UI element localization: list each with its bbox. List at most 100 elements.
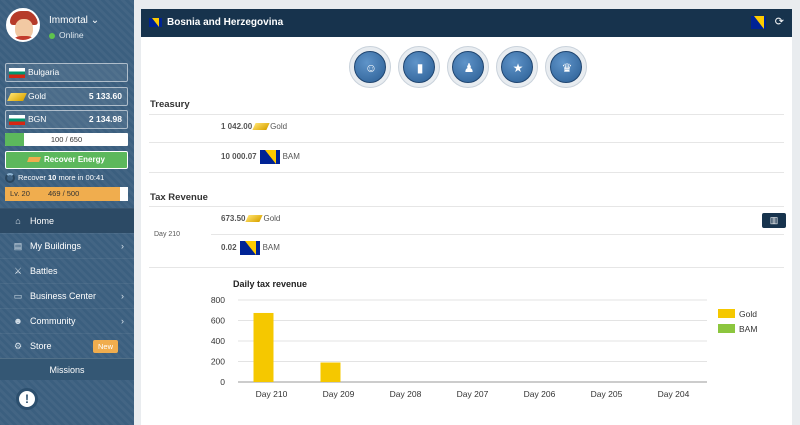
politics-button[interactable]: ♟ xyxy=(447,46,489,88)
country-header: Bosnia and Herzegovina ⟳ xyxy=(141,9,792,37)
bar-gold xyxy=(253,312,274,382)
treasury-gold-amount: 1 042.00 xyxy=(221,122,253,131)
x-tick-label: Day 205 xyxy=(591,389,623,399)
citizens-button[interactable]: ☺ xyxy=(349,46,391,88)
page-title: Bosnia and Herzegovina xyxy=(167,17,284,28)
tax-bam-amount: 0.02 xyxy=(221,243,237,253)
gold-icon xyxy=(7,92,27,101)
gold-amount: 5 133.60 xyxy=(88,91,122,101)
cart-icon: ▭ xyxy=(13,291,23,301)
podium-icon: ♟ xyxy=(463,61,475,75)
currency-amount: 2 134.98 xyxy=(88,114,122,124)
nav-label: Battles xyxy=(30,266,58,276)
nav-label: My Buildings xyxy=(30,241,82,251)
currency-box[interactable]: BGN 2 134.98 xyxy=(5,110,128,129)
nav-my-buildings[interactable]: ▤ My Buildings › xyxy=(0,233,134,258)
missions-button[interactable]: Missions xyxy=(0,358,134,380)
chart-title: Daily tax revenue xyxy=(233,279,307,289)
bar-chart-icon: ▥ xyxy=(769,215,779,225)
tax-revenue-title: Tax Revenue xyxy=(150,192,208,203)
swords-icon: ⚔ xyxy=(13,266,23,276)
nav-label: Business Center xyxy=(30,291,97,301)
country-box[interactable]: Bulgaria xyxy=(5,63,128,82)
treasury-gold: 1 042.00 Gold xyxy=(221,122,287,131)
avatar[interactable] xyxy=(6,8,40,42)
users-icon: ☻ xyxy=(13,316,23,326)
nav-store[interactable]: ⚙ Store New xyxy=(0,333,134,358)
currency-label: BGN xyxy=(28,114,47,124)
home-icon: ⌂ xyxy=(15,216,21,226)
y-tick-label: 600 xyxy=(211,316,225,326)
nav-business-center[interactable]: ▭ Business Center › xyxy=(0,283,134,308)
gold-box[interactable]: Gold 5 133.60 xyxy=(5,87,128,106)
bosnia-flag-icon xyxy=(239,241,260,255)
x-tick-label: Day 206 xyxy=(524,389,556,399)
x-tick-label: Day 209 xyxy=(323,389,355,399)
chart-toggle-button[interactable]: ▥ xyxy=(762,213,786,228)
economy-button[interactable]: ▮ xyxy=(398,46,440,88)
country-name: Bulgaria xyxy=(28,67,60,77)
bosnia-flag-icon xyxy=(149,18,162,27)
xp-bar: Lv. 20 469 / 500 xyxy=(5,187,128,201)
energy-bar: 100 / 650 xyxy=(5,133,128,146)
recover-amount: 10 xyxy=(48,173,57,182)
legend-swatch-gold xyxy=(718,309,735,318)
parliament-button[interactable]: ♛ xyxy=(545,46,587,88)
treasury-title: Treasury xyxy=(150,99,190,110)
online-status: Online xyxy=(49,30,84,40)
star-icon: ★ xyxy=(512,61,524,75)
tax-gold: 673.50 Gold xyxy=(221,214,280,223)
gold-icon xyxy=(252,123,270,131)
bosnia-flag-icon xyxy=(259,150,280,164)
profile: Immortal ⌄ Online xyxy=(0,0,134,56)
treasury-bam: 10 000.07 BAM xyxy=(221,150,300,164)
bosnia-flag-icon xyxy=(751,16,766,29)
bam-label: BAM xyxy=(262,243,280,253)
energy-icon xyxy=(27,157,41,163)
x-tick-label: Day 208 xyxy=(390,389,422,399)
y-tick-label: 400 xyxy=(211,336,225,346)
recover-prefix: Recover xyxy=(18,173,49,182)
tax-bam: 0.02 BAM xyxy=(221,241,280,255)
chevron-right-icon: › xyxy=(121,241,124,251)
x-tick-label: Day 210 xyxy=(256,389,288,399)
nav-home[interactable]: ⌂ Home xyxy=(0,208,134,233)
chart-icon: ▮ xyxy=(416,61,424,75)
military-button[interactable]: ★ xyxy=(496,46,538,88)
recover-energy-button[interactable]: Recover Energy xyxy=(5,151,128,169)
y-tick-label: 0 xyxy=(220,377,225,387)
recover-suffix: more in 00:41 xyxy=(56,173,105,182)
bar-gold xyxy=(320,362,341,382)
nav-battles[interactable]: ⚔ Battles xyxy=(0,258,134,283)
gold-label: Gold xyxy=(28,91,46,101)
bam-label: BAM xyxy=(282,152,300,162)
alert-icon[interactable]: ! xyxy=(16,388,38,410)
nav-label: Home xyxy=(30,216,55,226)
gold-label: Gold xyxy=(263,214,281,223)
refresh-icon[interactable]: ⟳ xyxy=(774,16,784,28)
xp-text: 469 / 500 xyxy=(48,189,80,198)
legend-swatch-bam xyxy=(718,324,735,333)
nav-label: Store xyxy=(30,341,52,351)
assembly-icon: ♛ xyxy=(561,61,573,75)
main-panel: Bosnia and Herzegovina ⟳ ☺ ▮ ♟ ★ ♛ Treas… xyxy=(141,9,792,425)
sidebar: Immortal ⌄ Online Bulgaria Gold 5 133.60 … xyxy=(0,0,134,425)
tax-gold-amount: 673.50 xyxy=(221,214,246,223)
building-icon: ▤ xyxy=(13,241,23,251)
new-badge: New xyxy=(92,340,118,353)
nav-community[interactable]: ☻ Community › xyxy=(0,308,134,333)
recover-timer: Recover 10 more in 00:41 xyxy=(5,173,105,184)
gold-label: Gold xyxy=(270,122,288,131)
username: Immortal xyxy=(49,15,88,26)
y-tick-label: 200 xyxy=(211,357,225,367)
missions-label: Missions xyxy=(49,365,85,375)
tax-day: Day 210 xyxy=(154,231,181,238)
user-menu[interactable]: Immortal ⌄ xyxy=(49,15,99,26)
recover-energy-label: Recover Energy xyxy=(44,155,105,164)
energy-text: 100 / 650 xyxy=(50,135,83,144)
chevron-down-icon: ⌄ xyxy=(90,15,100,26)
timer-icon xyxy=(5,173,15,184)
legend-label: Gold xyxy=(739,309,757,319)
level-text: Lv. 20 xyxy=(10,189,30,198)
nav-label: Community xyxy=(30,316,76,326)
